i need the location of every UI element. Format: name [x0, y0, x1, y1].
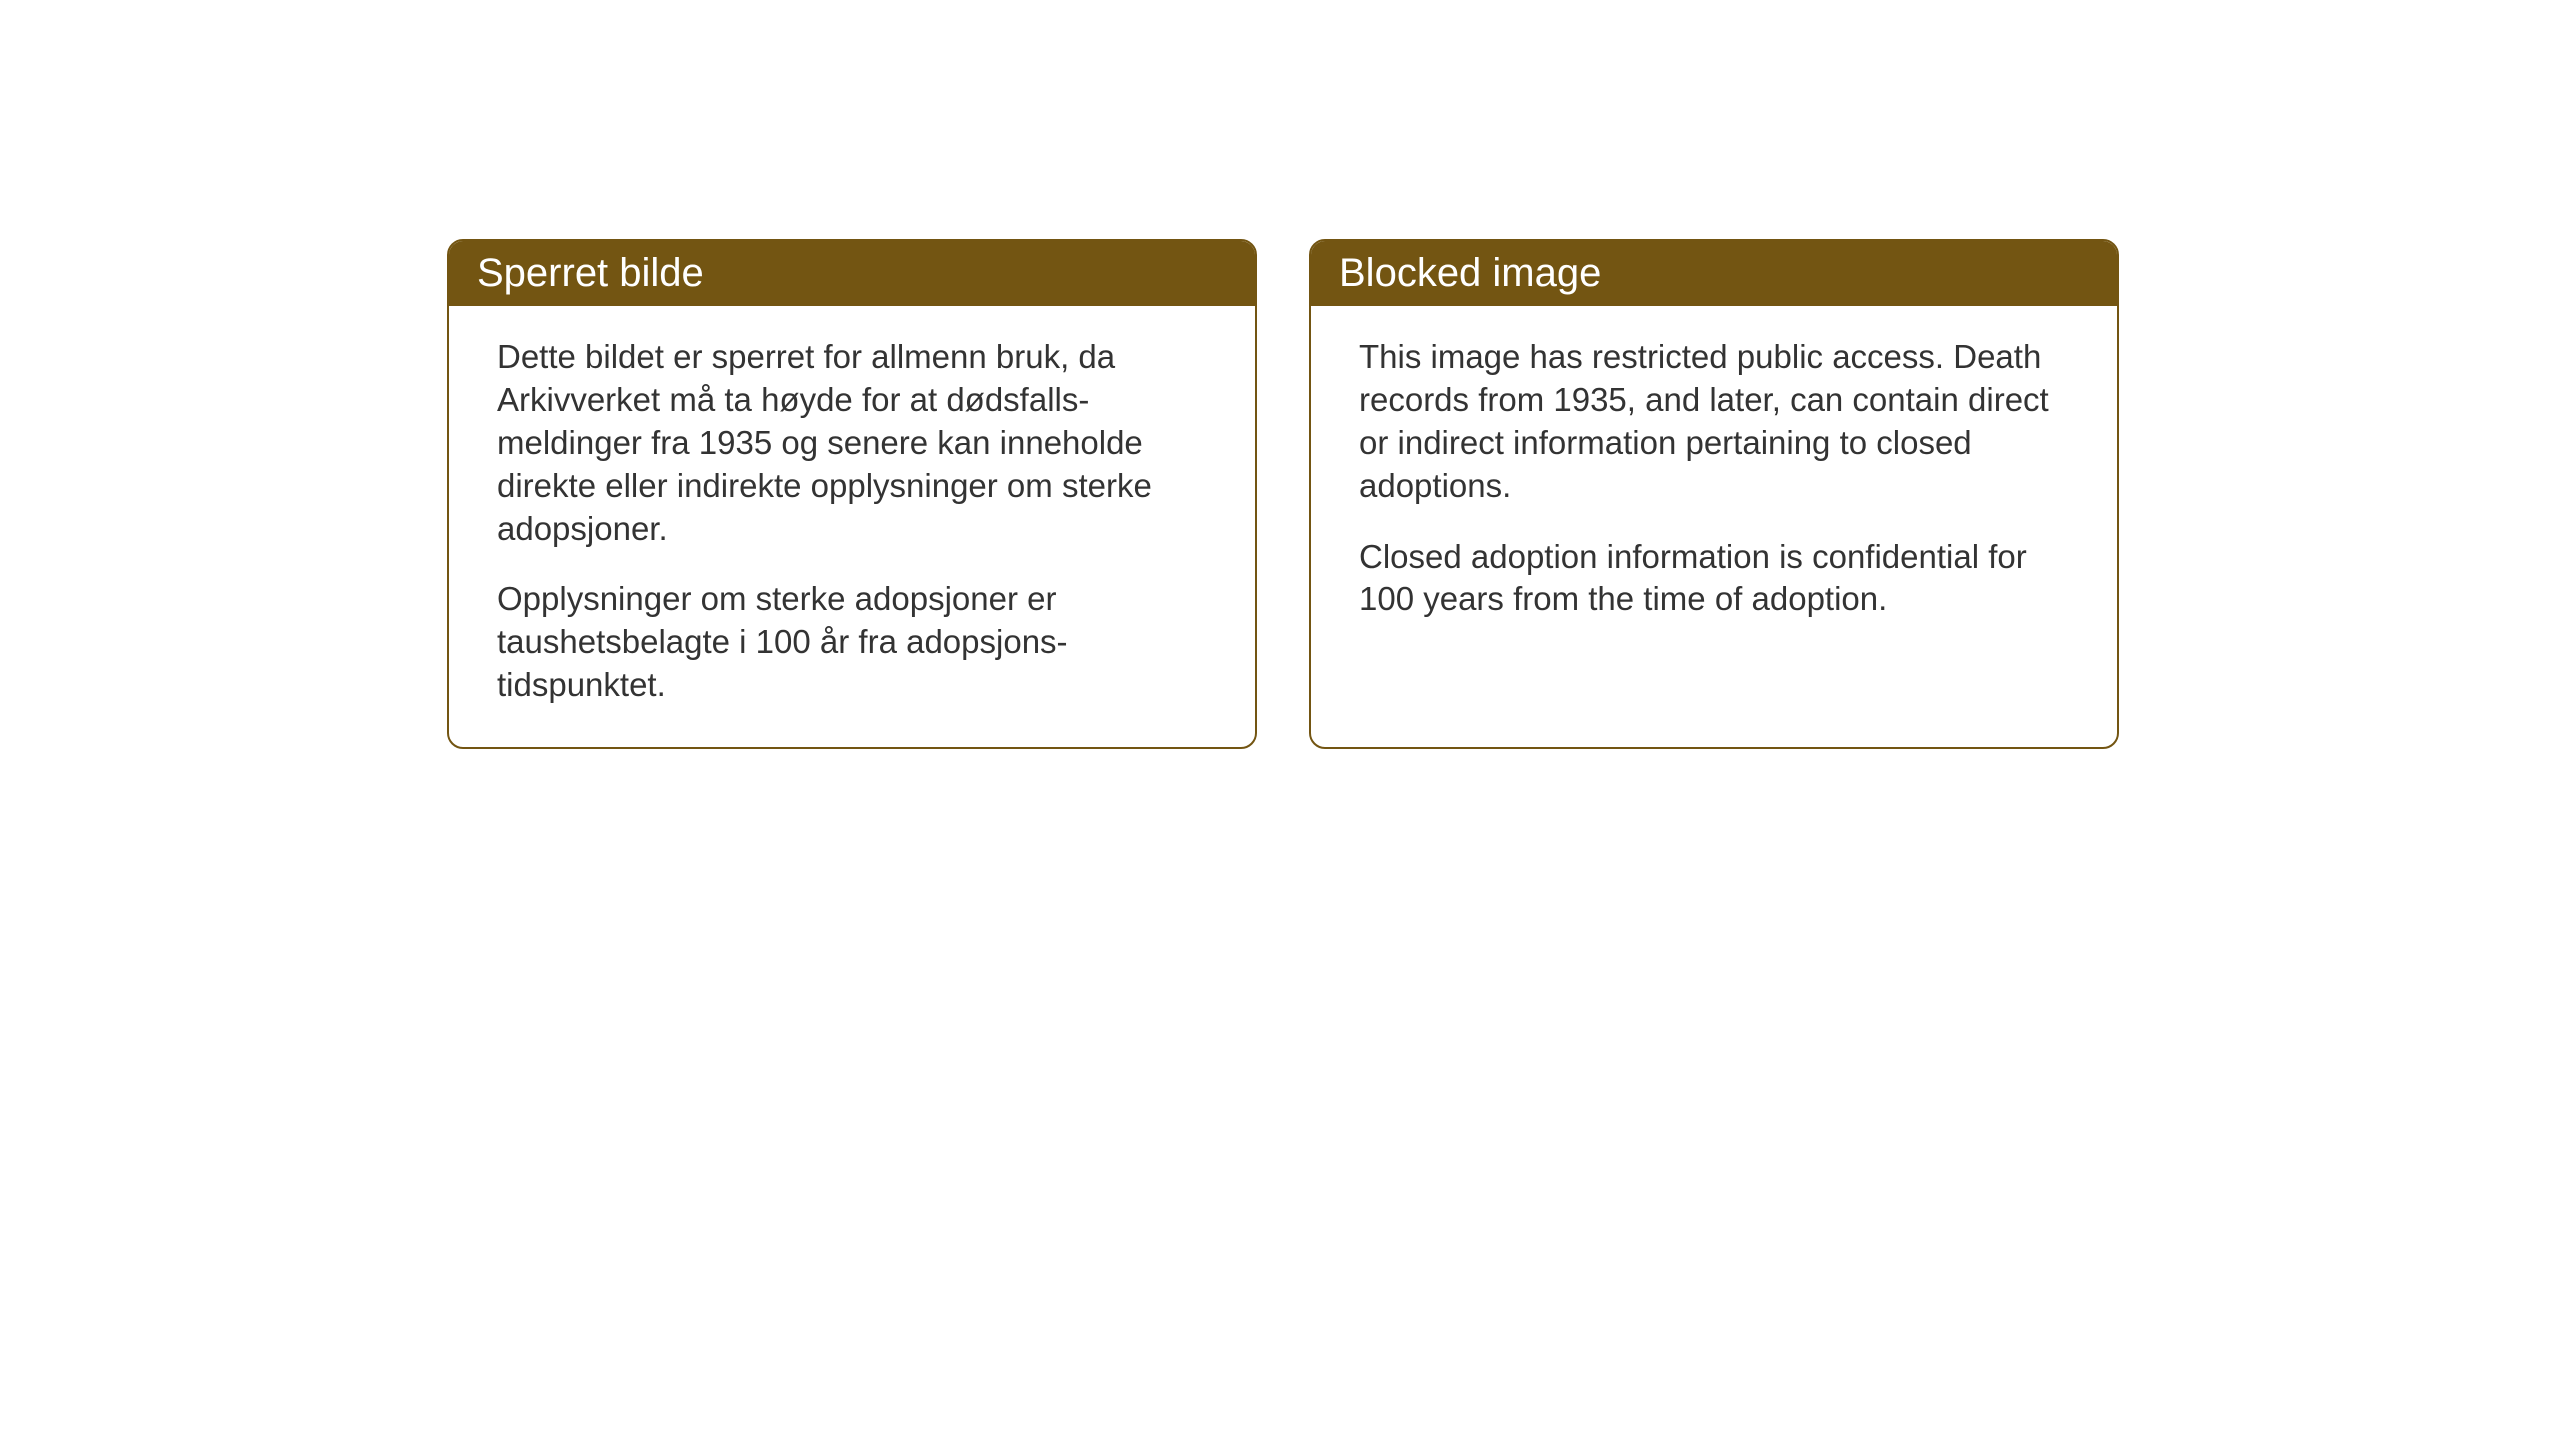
card-body-norwegian: Dette bildet er sperret for allmenn bruk… — [449, 306, 1255, 747]
card-body-english: This image has restricted public access.… — [1311, 306, 2117, 661]
card-paragraph-norwegian-2: Opplysninger om sterke adopsjoner er tau… — [497, 578, 1207, 707]
card-paragraph-english-1: This image has restricted public access.… — [1359, 336, 2069, 508]
notice-card-english: Blocked image This image has restricted … — [1309, 239, 2119, 749]
card-header-english: Blocked image — [1311, 241, 2117, 306]
notice-container: Sperret bilde Dette bildet er sperret fo… — [447, 239, 2119, 749]
card-title-english: Blocked image — [1339, 251, 1601, 295]
card-header-norwegian: Sperret bilde — [449, 241, 1255, 306]
notice-card-norwegian: Sperret bilde Dette bildet er sperret fo… — [447, 239, 1257, 749]
card-paragraph-english-2: Closed adoption information is confident… — [1359, 536, 2069, 622]
card-title-norwegian: Sperret bilde — [477, 251, 704, 295]
card-paragraph-norwegian-1: Dette bildet er sperret for allmenn bruk… — [497, 336, 1207, 550]
